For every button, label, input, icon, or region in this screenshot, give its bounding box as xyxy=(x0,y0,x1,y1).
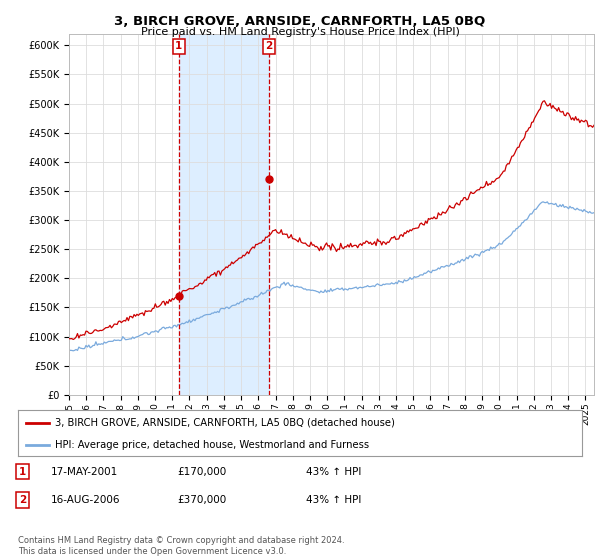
Text: 16-AUG-2006: 16-AUG-2006 xyxy=(51,495,121,505)
Bar xyxy=(179,34,269,395)
Text: Price paid vs. HM Land Registry's House Price Index (HPI): Price paid vs. HM Land Registry's House … xyxy=(140,27,460,37)
Text: 2: 2 xyxy=(265,41,272,52)
Text: 3, BIRCH GROVE, ARNSIDE, CARNFORTH, LA5 0BQ (detached house): 3, BIRCH GROVE, ARNSIDE, CARNFORTH, LA5 … xyxy=(55,418,395,428)
Text: Contains HM Land Registry data © Crown copyright and database right 2024.
This d: Contains HM Land Registry data © Crown c… xyxy=(18,536,344,556)
Text: 3, BIRCH GROVE, ARNSIDE, CARNFORTH, LA5 0BQ: 3, BIRCH GROVE, ARNSIDE, CARNFORTH, LA5 … xyxy=(115,15,485,27)
Text: 43% ↑ HPI: 43% ↑ HPI xyxy=(306,495,361,505)
Text: 43% ↑ HPI: 43% ↑ HPI xyxy=(306,466,361,477)
Text: 2: 2 xyxy=(19,495,26,505)
Text: 1: 1 xyxy=(175,41,182,52)
Text: £170,000: £170,000 xyxy=(177,466,226,477)
Text: £370,000: £370,000 xyxy=(177,495,226,505)
Text: HPI: Average price, detached house, Westmorland and Furness: HPI: Average price, detached house, West… xyxy=(55,440,369,450)
Text: 1: 1 xyxy=(19,466,26,477)
Text: 17-MAY-2001: 17-MAY-2001 xyxy=(51,466,118,477)
